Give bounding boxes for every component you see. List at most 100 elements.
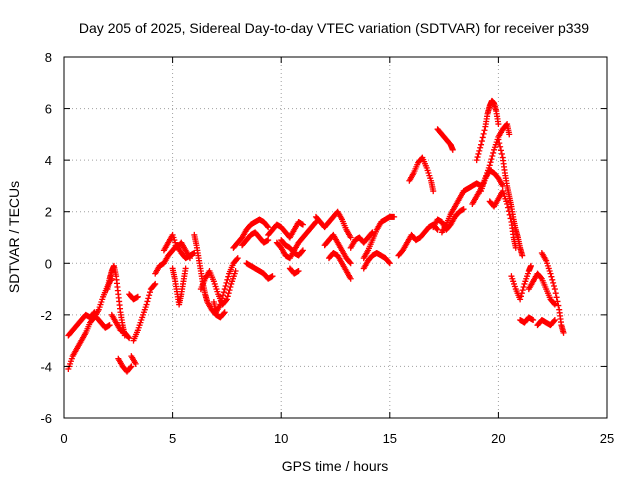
x-axis-label: GPS time / hours <box>282 458 389 474</box>
data-point <box>269 273 276 280</box>
data-point <box>220 310 227 317</box>
data-point <box>265 224 272 231</box>
data-point <box>132 360 139 367</box>
data-point <box>146 292 153 299</box>
data-point <box>221 309 228 316</box>
data-point <box>143 301 150 308</box>
y-tick-label: 4 <box>45 153 52 168</box>
data-point <box>498 147 505 154</box>
data-point <box>128 363 135 370</box>
data-point <box>553 294 560 301</box>
data-point <box>473 157 480 164</box>
data-point <box>555 302 562 309</box>
data-point <box>488 156 495 163</box>
data-point <box>518 290 525 297</box>
data-point <box>551 300 558 307</box>
data-point <box>224 276 231 283</box>
data-point <box>232 268 239 275</box>
data-point <box>487 159 494 166</box>
data-point <box>474 154 481 161</box>
y-axis-label: SDTVAR / TECUs <box>6 181 22 293</box>
data-point <box>550 279 557 286</box>
data-point <box>478 141 485 148</box>
data-point <box>218 298 225 305</box>
data-point <box>90 310 97 317</box>
y-tick-labels: -6 -4 -2 0 2 4 6 8 <box>40 50 52 426</box>
data-point <box>225 273 232 280</box>
data-point <box>347 260 354 267</box>
data-point <box>127 364 134 371</box>
data-point <box>219 292 226 299</box>
data-point <box>144 298 151 305</box>
data-point <box>504 204 511 211</box>
y-tick-label: -4 <box>40 359 52 374</box>
data-point <box>460 206 467 213</box>
data-point <box>489 153 496 160</box>
data-point <box>520 284 527 291</box>
data-point <box>347 275 354 282</box>
data-point <box>549 276 556 283</box>
data-point <box>490 149 497 156</box>
data-point <box>222 282 229 289</box>
data-point <box>346 259 353 266</box>
x-tick-label: 10 <box>274 431 288 446</box>
plot-frame <box>63 56 608 419</box>
data-point <box>517 296 524 303</box>
data-point <box>299 247 306 254</box>
data-point <box>497 143 504 150</box>
data-point <box>295 268 302 275</box>
data-point <box>479 134 486 141</box>
x-tick-label: 0 <box>60 431 67 446</box>
data-point <box>391 213 398 220</box>
data-point <box>152 280 159 287</box>
data-point <box>299 248 306 255</box>
data-point <box>386 260 393 267</box>
data-point <box>551 301 558 308</box>
x-tick-label: 5 <box>169 431 176 446</box>
x-tick-label: 25 <box>600 431 614 446</box>
x-tick-label: 15 <box>383 431 397 446</box>
data-point <box>503 122 510 129</box>
data-point <box>433 225 440 232</box>
y-tick-label: -6 <box>40 411 52 426</box>
data-point <box>217 301 224 308</box>
data-point <box>126 335 133 342</box>
data-point <box>476 147 483 154</box>
y-tick-label: 8 <box>45 50 52 65</box>
data-point <box>234 255 241 262</box>
data-point <box>475 150 482 157</box>
data-point <box>517 293 524 300</box>
data-point <box>91 309 98 316</box>
data-point <box>478 138 485 145</box>
data-point <box>347 234 354 241</box>
data-point <box>477 144 484 151</box>
data-point <box>434 226 441 233</box>
data-point <box>519 252 526 259</box>
data-point <box>481 127 488 134</box>
data-point <box>125 334 132 341</box>
data-point <box>221 286 228 293</box>
x-tick-labels: 0 5 10 15 20 25 <box>60 431 614 446</box>
data-point <box>299 221 306 228</box>
data-point <box>225 290 232 297</box>
data-point <box>430 188 437 195</box>
data-point <box>106 322 113 329</box>
data-points <box>65 97 567 375</box>
data-point <box>554 298 561 305</box>
data-point <box>265 237 272 244</box>
data-point <box>498 150 505 157</box>
data-point <box>552 290 559 297</box>
data-point <box>551 317 558 324</box>
data-point <box>182 265 189 272</box>
data-point <box>495 136 502 143</box>
data-point <box>312 220 319 227</box>
data-point <box>227 284 234 291</box>
data-point <box>145 295 152 302</box>
data-point <box>219 295 226 302</box>
data-point <box>385 259 392 266</box>
data-point <box>551 318 558 325</box>
data-point <box>220 289 227 296</box>
data-point <box>264 223 271 230</box>
data-point <box>480 130 487 137</box>
